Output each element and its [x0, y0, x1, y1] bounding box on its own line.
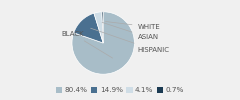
Text: BLACK: BLACK [61, 31, 113, 58]
Wedge shape [72, 12, 134, 74]
Wedge shape [74, 13, 103, 43]
Legend: 80.4%, 14.9%, 4.1%, 0.7%: 80.4%, 14.9%, 4.1%, 0.7% [53, 84, 187, 96]
Text: ASIAN: ASIAN [102, 22, 159, 40]
Wedge shape [94, 12, 103, 43]
Wedge shape [102, 12, 103, 43]
Text: HISPANIC: HISPANIC [91, 28, 169, 53]
Text: WHITE: WHITE [105, 22, 160, 30]
